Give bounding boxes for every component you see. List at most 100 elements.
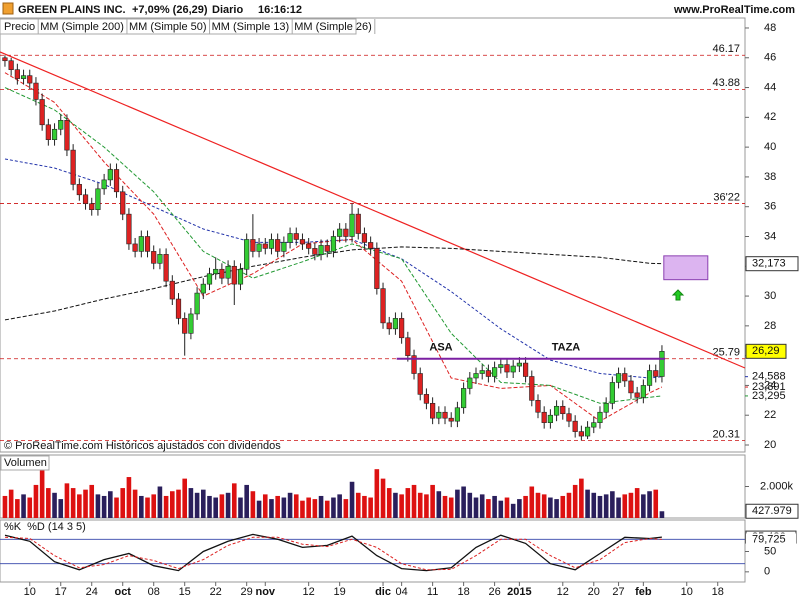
volume-bar <box>504 497 510 518</box>
volume-bar <box>579 478 584 518</box>
candle-body <box>113 169 120 193</box>
candle-body <box>467 377 473 389</box>
trendline <box>0 51 746 369</box>
volume-bar <box>510 503 516 518</box>
volume-bar <box>417 492 423 518</box>
candle-body <box>14 69 20 79</box>
candle-body <box>299 239 306 245</box>
volume-bar <box>231 483 237 518</box>
x-tick-label: dic <box>375 586 391 598</box>
volume-bar <box>275 495 280 518</box>
candle-body <box>312 248 318 255</box>
candle-body <box>417 373 423 395</box>
volume-bar <box>101 495 107 518</box>
legend-entry[interactable]: MM (Simple 200) <box>40 21 124 33</box>
candle-body <box>430 402 436 419</box>
volume-bar <box>287 492 293 518</box>
y-tick-label: 34 <box>764 230 776 242</box>
y-tick-label: 40 <box>764 141 776 153</box>
y-tick-label: 50 <box>764 545 776 557</box>
volume-bar <box>145 497 150 518</box>
candle-body <box>622 373 628 382</box>
level-label: 25.79 <box>712 347 740 359</box>
candle-body <box>529 376 535 401</box>
value-label: 23,891 <box>752 381 786 393</box>
volume-bar <box>120 488 126 518</box>
candle-body <box>76 184 82 196</box>
volume-bar <box>70 488 76 518</box>
volume-bar <box>473 497 479 518</box>
candle-body <box>461 388 467 409</box>
volume-bar <box>318 495 324 518</box>
footer-note: © ProRealTime.com Históricos ajustados c… <box>4 440 281 452</box>
volume-bar <box>411 484 417 518</box>
x-tick-label: 12 <box>557 586 569 598</box>
candle-body <box>225 265 231 279</box>
volume-bar <box>219 494 225 518</box>
volume-bar <box>566 492 572 518</box>
volume-bar <box>380 478 386 518</box>
candle-body <box>454 407 461 422</box>
y-tick-label: 38 <box>764 171 776 183</box>
candle-body <box>101 179 107 190</box>
candle-body <box>70 149 76 185</box>
volume-bar <box>641 494 646 518</box>
legend-entry[interactable]: MM (Simple 50) <box>129 21 207 33</box>
volume-bar <box>269 499 274 518</box>
site[interactable]: www.ProRealTime.com <box>673 4 795 16</box>
candle-body <box>89 203 95 210</box>
y-tick-label: 42 <box>764 111 776 123</box>
y-tick-label: 2.000k <box>760 480 794 492</box>
x-tick-label: oct <box>114 586 131 598</box>
candle-body <box>374 248 380 289</box>
volume-bar <box>126 477 132 518</box>
volume-bar <box>95 494 101 518</box>
value-label: 427.979 <box>752 505 792 517</box>
y-tick-label: 36 <box>764 201 776 213</box>
volume-bar <box>312 499 318 518</box>
candle-body <box>51 128 58 140</box>
candle-body <box>479 370 485 374</box>
candle-body <box>659 351 665 377</box>
candle-body <box>566 413 572 422</box>
candle-body <box>27 75 33 84</box>
value-label: 79,725 <box>752 533 786 545</box>
candle-body <box>175 298 182 319</box>
y-tick-label: 44 <box>764 81 776 93</box>
legend-entry[interactable]: MM (Simple 13) <box>212 21 290 33</box>
up-arrow <box>671 289 685 301</box>
volume-bar <box>262 494 268 518</box>
volume-bar <box>188 488 194 518</box>
volume-bar <box>430 484 435 518</box>
candle-body <box>578 431 584 437</box>
candle-body <box>368 242 374 249</box>
level-label: 46.17 <box>712 43 740 55</box>
x-tick-label: feb <box>635 586 652 598</box>
candle-body <box>560 405 566 415</box>
candle-body <box>206 273 213 285</box>
candle-body <box>306 243 312 249</box>
volume-bar <box>529 486 535 518</box>
x-tick-label: 10 <box>24 586 36 598</box>
y-tick-label: 28 <box>764 320 776 332</box>
app-icon[interactable] <box>2 2 14 15</box>
oscillator-line <box>4 536 662 571</box>
candle-body <box>522 362 529 377</box>
candle-body <box>423 394 430 404</box>
volume-bar <box>424 494 429 518</box>
volume-bar <box>368 497 373 518</box>
volume-bar <box>442 495 448 518</box>
candle-body <box>268 239 275 249</box>
legend-entry[interactable]: MM (Simple 26) <box>294 21 372 33</box>
volume-bar <box>182 478 188 518</box>
candle-body <box>256 243 262 252</box>
candle-body <box>8 60 14 70</box>
legend-entry[interactable]: Precio <box>4 21 35 33</box>
candle-body <box>144 236 151 252</box>
panel-title-bg <box>0 455 50 471</box>
level-label: 43.88 <box>712 77 740 89</box>
x-tick-label: 10 <box>681 586 693 598</box>
candle-body <box>615 373 622 383</box>
volume-bar <box>597 495 603 518</box>
legend-entry: %K <box>4 521 22 533</box>
